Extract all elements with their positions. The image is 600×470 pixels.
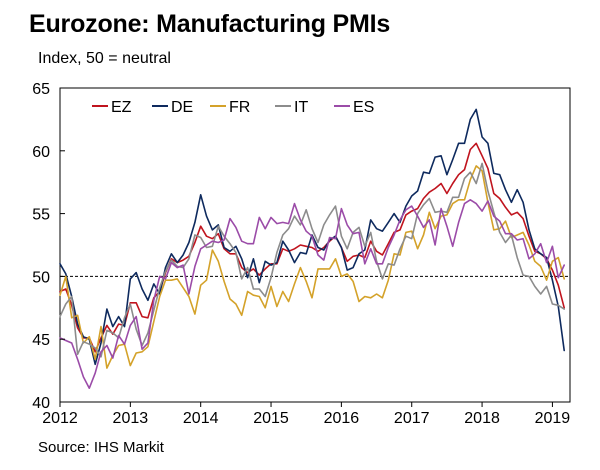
series-lines (59, 108, 566, 390)
legend-label-fr: FR (229, 99, 250, 116)
series-line-it (59, 162, 566, 358)
series-line-es (59, 199, 566, 390)
y-tick-label: 55 (32, 207, 50, 224)
x-tick-label: 2017 (394, 410, 430, 427)
y-tick-label: 60 (32, 144, 50, 161)
y-tick-label: 65 (32, 81, 50, 98)
series-line-ez (59, 142, 566, 353)
x-tick-label: 2012 (42, 410, 78, 427)
plot-border (59, 87, 571, 403)
y-tick-label: 45 (32, 332, 50, 349)
legend-label-de: DE (171, 99, 193, 116)
chart-subtitle: Index, 50 = neutral (38, 50, 171, 67)
x-tick-label: 2014 (183, 410, 219, 427)
y-axis: 40 45 50 55 60 65 (32, 81, 65, 412)
chart-title: Eurozone: Manufacturing PMIs (29, 10, 391, 38)
legend-label-ez: EZ (111, 99, 132, 116)
plot-frame (59, 87, 571, 403)
y-tick-label: 50 (32, 269, 50, 286)
x-tick-label: 2015 (253, 410, 289, 427)
series-line-de (59, 108, 566, 366)
x-axis: 2012 2013 2014 2015 2016 2017 2018 2019 (42, 402, 570, 427)
legend-label-it: IT (294, 99, 308, 116)
x-tick-label: 2016 (324, 410, 360, 427)
source-note: Source: IHS Markit (38, 439, 164, 456)
y-tick-label: 40 (32, 395, 50, 412)
x-tick-label: 2019 (535, 410, 571, 427)
x-tick-label: 2018 (464, 410, 500, 427)
x-tick-label: 2013 (113, 410, 149, 427)
legend: EZ DE FR IT ES (92, 99, 374, 116)
legend-label-es: ES (353, 99, 374, 116)
